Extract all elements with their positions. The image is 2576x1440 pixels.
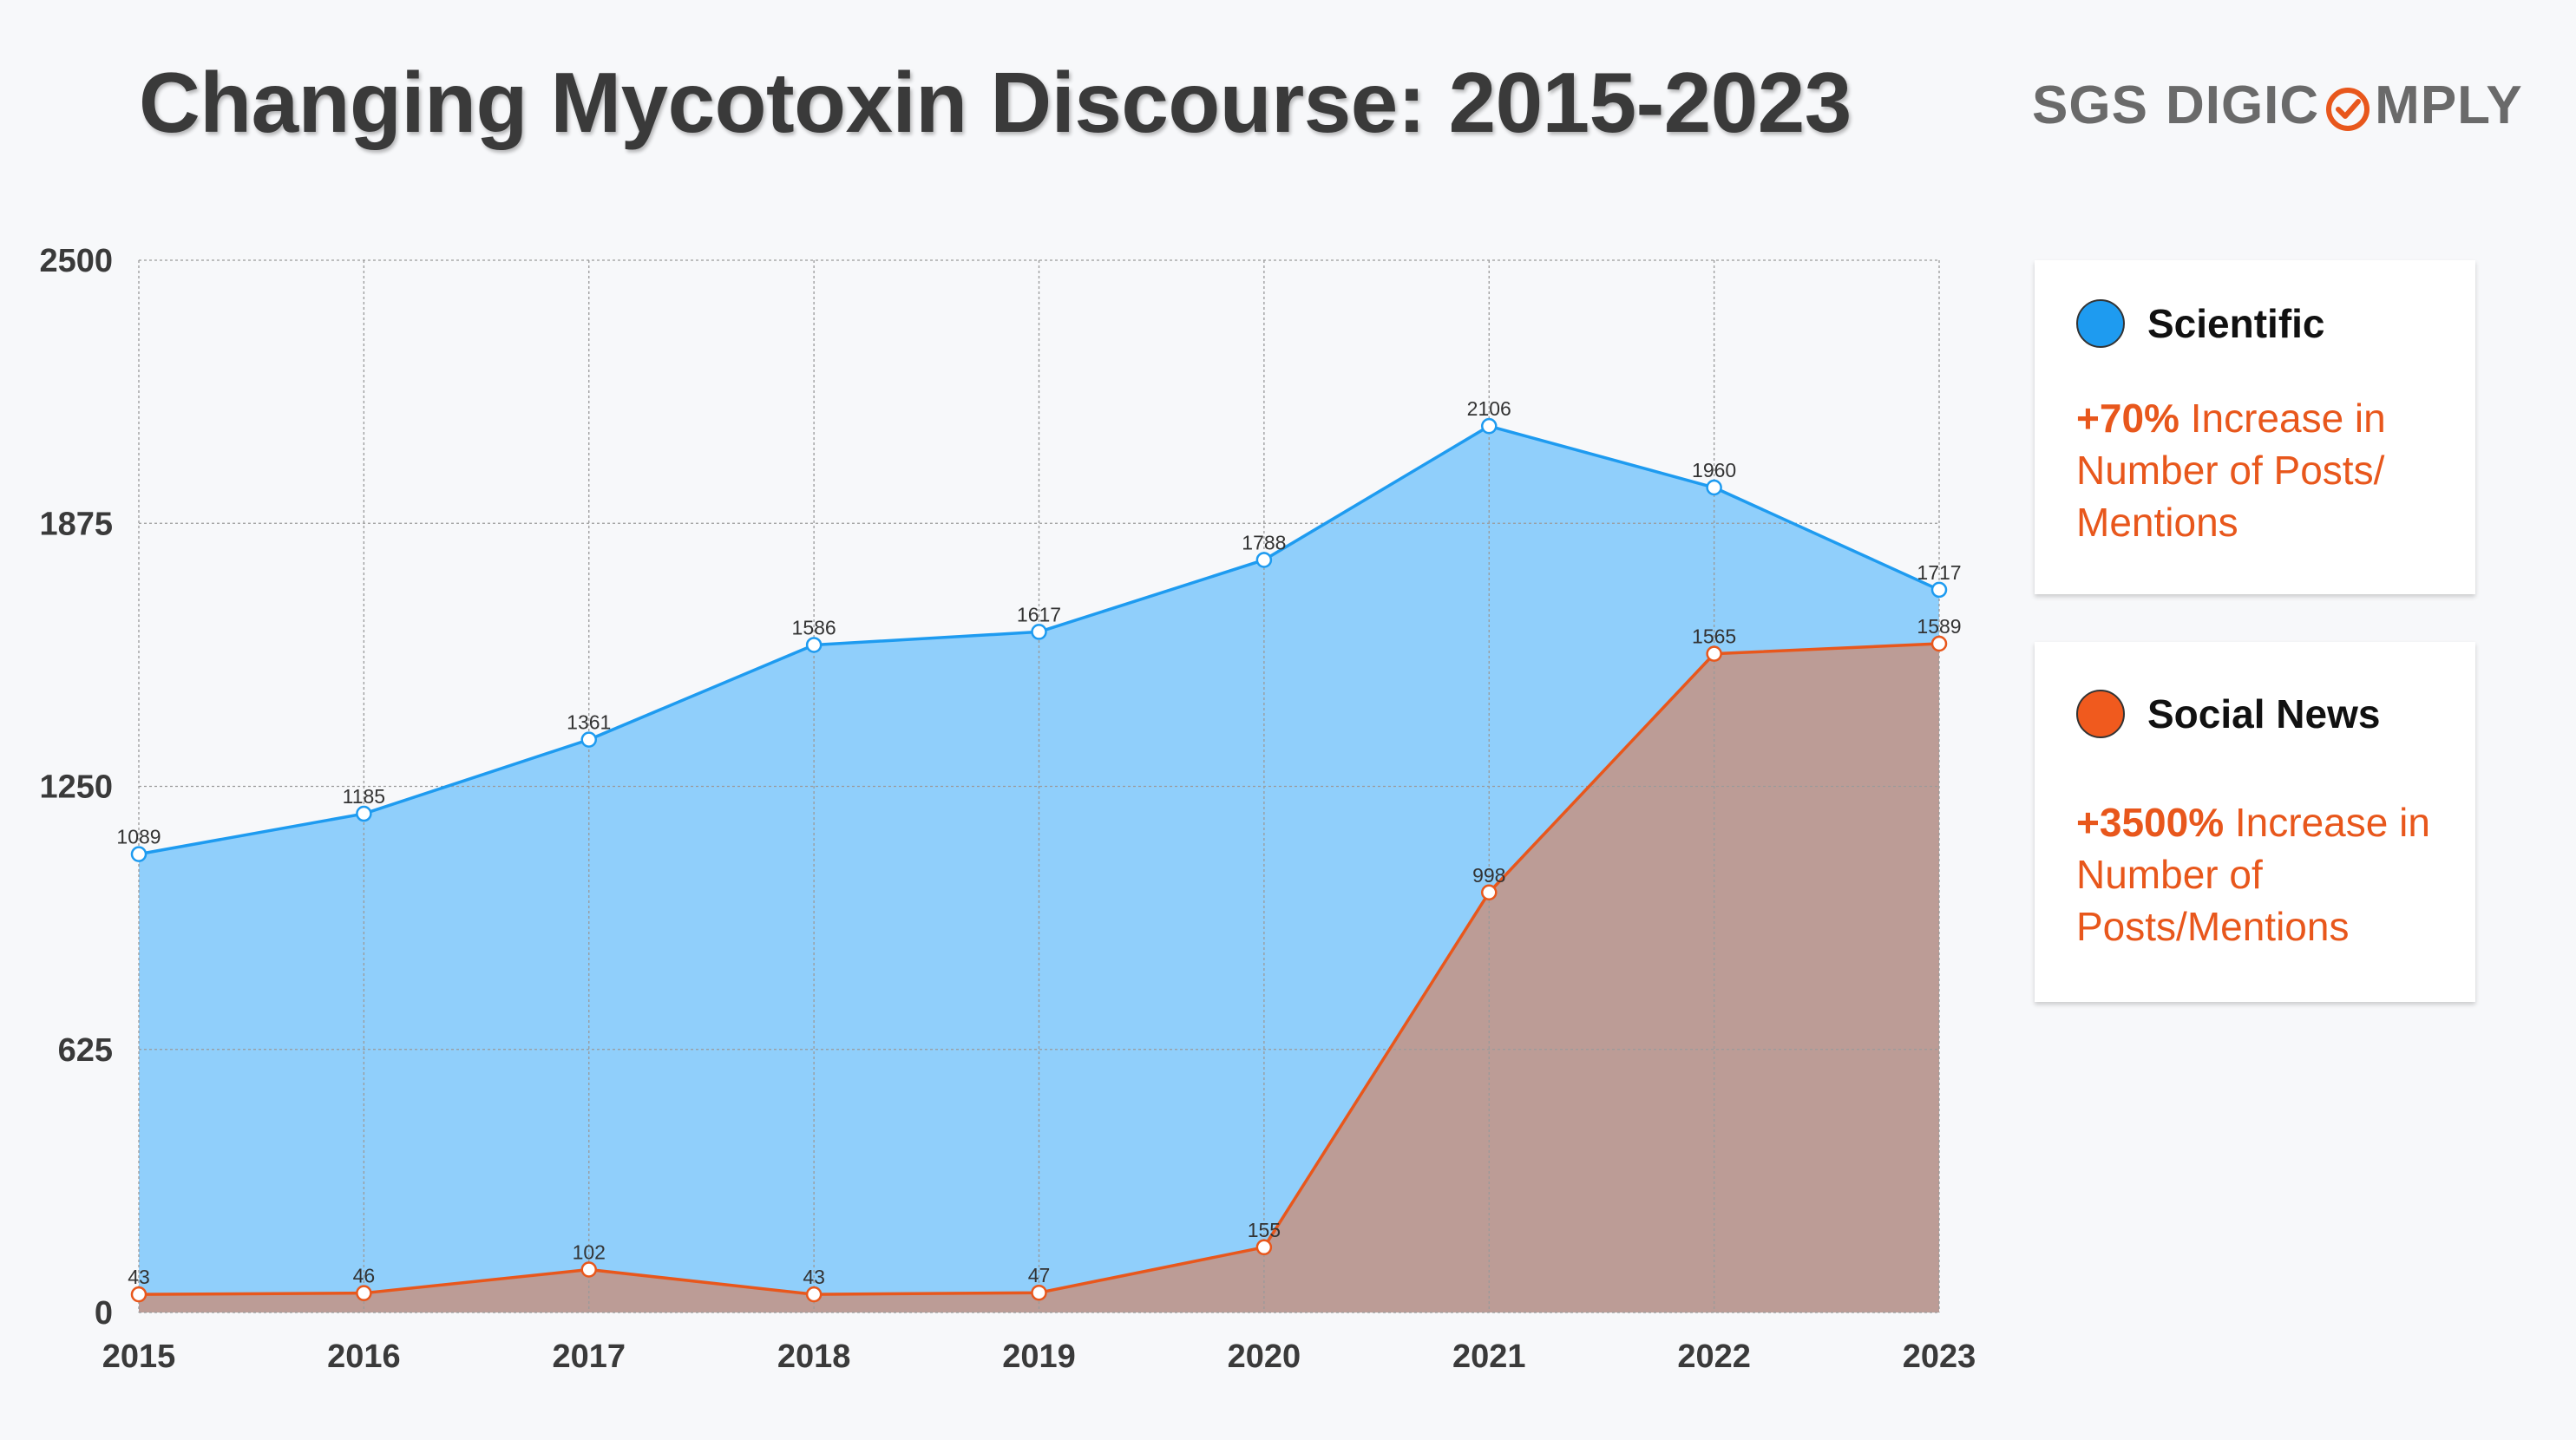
data-label-scientific: 1185 bbox=[343, 785, 385, 808]
data-label-social-news: 47 bbox=[1028, 1264, 1051, 1286]
x-tick-label: 2017 bbox=[552, 1339, 626, 1375]
legend-label-social-news: Social News bbox=[2147, 691, 2381, 736]
data-label-scientific: 1717 bbox=[1917, 561, 1961, 584]
legend-label-scientific: Scientific bbox=[2147, 301, 2325, 346]
legend-card-scientific: Scientific +70% Increase in Number of Po… bbox=[2035, 260, 2475, 594]
y-tick-label: 1250 bbox=[39, 769, 113, 806]
data-point-social-news bbox=[805, 1286, 823, 1303]
data-point-scientific bbox=[130, 846, 147, 862]
data-label-social-news: 998 bbox=[1472, 864, 1505, 887]
logo-text-mply: MPLY bbox=[2375, 75, 2523, 135]
data-point-scientific bbox=[356, 805, 372, 822]
data-point-scientific bbox=[580, 731, 597, 748]
x-tick-label: 2020 bbox=[1228, 1339, 1301, 1375]
data-point-scientific bbox=[805, 637, 823, 653]
legend-description-social-news: +3500% Increase in Number of Posts/Menti… bbox=[2076, 796, 2458, 952]
data-point-social-news bbox=[1031, 1284, 1047, 1301]
description-text: Increase in Number of Posts/Mentions bbox=[2076, 800, 2430, 949]
data-point-scientific bbox=[1031, 624, 1047, 640]
y-tick-label: 2500 bbox=[39, 243, 113, 279]
x-tick-label: 2016 bbox=[327, 1339, 401, 1375]
data-point-social-news bbox=[1255, 1239, 1273, 1256]
y-tick-label: 1875 bbox=[39, 506, 113, 542]
legend-card-header: Social News bbox=[2076, 690, 2380, 738]
logo-text-digic: DIGIC bbox=[2165, 75, 2320, 135]
legend-card-social-news: Social News +3500% Increase in Number of… bbox=[2035, 642, 2475, 1002]
data-point-social-news bbox=[580, 1261, 597, 1278]
series-dot-icon bbox=[2076, 690, 2125, 738]
legend-description-scientific: +70% Increase in Number of Posts/ Mentio… bbox=[2076, 392, 2458, 548]
x-tick-label: 2022 bbox=[1677, 1339, 1751, 1375]
check-circle-icon bbox=[2324, 84, 2371, 131]
data-point-scientific bbox=[1255, 552, 1273, 568]
highlight-percent: +3500% bbox=[2076, 800, 2225, 845]
data-point-social-news bbox=[356, 1285, 372, 1301]
data-label-scientific: 1788 bbox=[1242, 531, 1286, 553]
data-label-social-news: 1589 bbox=[1917, 615, 1961, 638]
data-label-scientific: 2106 bbox=[1467, 397, 1511, 420]
legend-card-header: Scientific bbox=[2076, 299, 2325, 348]
data-label-social-news: 46 bbox=[353, 1265, 376, 1287]
y-tick-label: 0 bbox=[95, 1295, 113, 1332]
data-point-social-news bbox=[1706, 645, 1722, 662]
data-label-social-news: 43 bbox=[128, 1266, 150, 1288]
data-label-social-news: 102 bbox=[573, 1241, 606, 1264]
x-tick-label: 2021 bbox=[1452, 1339, 1526, 1375]
data-label-scientific: 1089 bbox=[116, 826, 161, 848]
data-point-scientific bbox=[1706, 479, 1722, 496]
data-point-scientific bbox=[1930, 581, 1948, 599]
data-label-social-news: 155 bbox=[1248, 1219, 1281, 1241]
x-tick-label: 2018 bbox=[777, 1339, 851, 1375]
data-point-social-news bbox=[130, 1286, 147, 1303]
chart-title: Changing Mycotoxin Discourse: 2015-2023 bbox=[139, 55, 1852, 150]
y-tick-label: 625 bbox=[58, 1032, 113, 1069]
x-tick-label: 2015 bbox=[102, 1339, 176, 1375]
data-point-social-news bbox=[1930, 635, 1948, 652]
logo-text-sgs: SGS bbox=[2032, 75, 2148, 135]
logo: SGS DIGIC MPLY bbox=[2032, 75, 2523, 136]
data-label-social-news: 1565 bbox=[1692, 625, 1736, 648]
series-dot-icon bbox=[2076, 299, 2125, 348]
data-point-scientific bbox=[1481, 417, 1498, 435]
data-label-scientific: 1617 bbox=[1017, 603, 1061, 625]
data-point-social-news bbox=[1481, 884, 1498, 901]
x-tick-label: 2019 bbox=[1002, 1339, 1076, 1375]
data-label-scientific: 1361 bbox=[567, 711, 611, 734]
x-tick-label: 2023 bbox=[1903, 1339, 1976, 1375]
highlight-percent: +70% bbox=[2076, 396, 2179, 441]
description-text: Increase in Number of Posts/ Mentions bbox=[2076, 396, 2386, 545]
data-label-social-news: 43 bbox=[803, 1266, 825, 1288]
data-label-scientific: 1960 bbox=[1692, 459, 1736, 481]
data-label-scientific: 1586 bbox=[792, 616, 836, 638]
